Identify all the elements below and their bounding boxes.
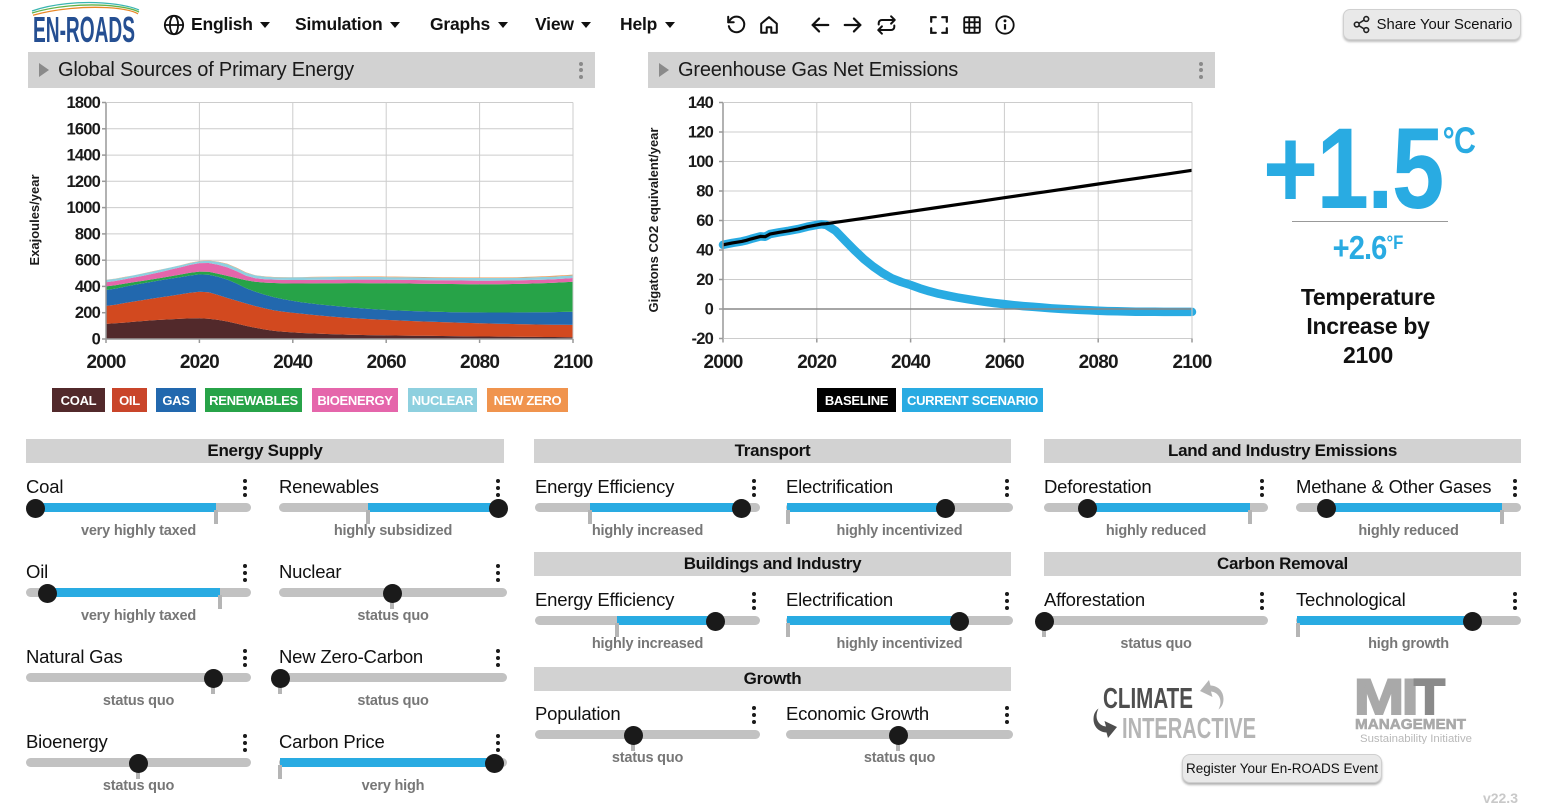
svg-text:600: 600 bbox=[75, 252, 101, 270]
svg-text:100: 100 bbox=[688, 153, 714, 171]
svg-text:2040: 2040 bbox=[273, 352, 312, 373]
svg-text:EN-ROADS: EN-ROADS bbox=[33, 9, 135, 46]
svg-text:1200: 1200 bbox=[66, 173, 100, 191]
svg-text:Gigatons CO2 equivalent/year: Gigatons CO2 equivalent/year bbox=[646, 128, 661, 313]
svg-text:2060: 2060 bbox=[367, 352, 406, 373]
svg-text:INTERACTIVE: INTERACTIVE bbox=[1122, 713, 1256, 742]
svg-text:2080: 2080 bbox=[460, 352, 499, 373]
svg-text:80: 80 bbox=[696, 183, 713, 201]
svg-text:2000: 2000 bbox=[703, 352, 742, 373]
svg-text:140: 140 bbox=[688, 94, 714, 112]
svg-text:T: T bbox=[1414, 674, 1445, 725]
svg-text:-20: -20 bbox=[692, 330, 714, 348]
svg-text:2100: 2100 bbox=[553, 352, 592, 373]
svg-text:0: 0 bbox=[92, 331, 101, 349]
svg-text:2020: 2020 bbox=[180, 352, 219, 373]
svg-text:2000: 2000 bbox=[86, 352, 125, 373]
svg-text:1000: 1000 bbox=[66, 199, 100, 217]
svg-text:2040: 2040 bbox=[891, 352, 930, 373]
svg-text:CLIMATE: CLIMATE bbox=[1103, 683, 1193, 715]
svg-text:2080: 2080 bbox=[1079, 352, 1118, 373]
svg-text:60: 60 bbox=[696, 212, 713, 230]
svg-text:Exajoules/year: Exajoules/year bbox=[27, 174, 42, 265]
svg-text:40: 40 bbox=[696, 242, 713, 260]
svg-text:1600: 1600 bbox=[66, 120, 100, 138]
svg-text:MI: MI bbox=[1354, 674, 1416, 725]
svg-text:2100: 2100 bbox=[1172, 352, 1211, 373]
svg-text:400: 400 bbox=[75, 278, 101, 296]
svg-text:2060: 2060 bbox=[985, 352, 1024, 373]
svg-text:120: 120 bbox=[688, 124, 714, 142]
svg-text:20: 20 bbox=[696, 271, 713, 289]
svg-text:1800: 1800 bbox=[66, 94, 100, 112]
svg-text:1400: 1400 bbox=[66, 147, 100, 165]
svg-text:800: 800 bbox=[75, 225, 101, 243]
svg-text:0: 0 bbox=[705, 301, 714, 319]
svg-text:200: 200 bbox=[75, 304, 101, 322]
svg-text:MANAGEMENT: MANAGEMENT bbox=[1355, 716, 1466, 733]
svg-text:2020: 2020 bbox=[797, 352, 836, 373]
svg-text:Sustainability Initiative: Sustainability Initiative bbox=[1360, 733, 1472, 744]
